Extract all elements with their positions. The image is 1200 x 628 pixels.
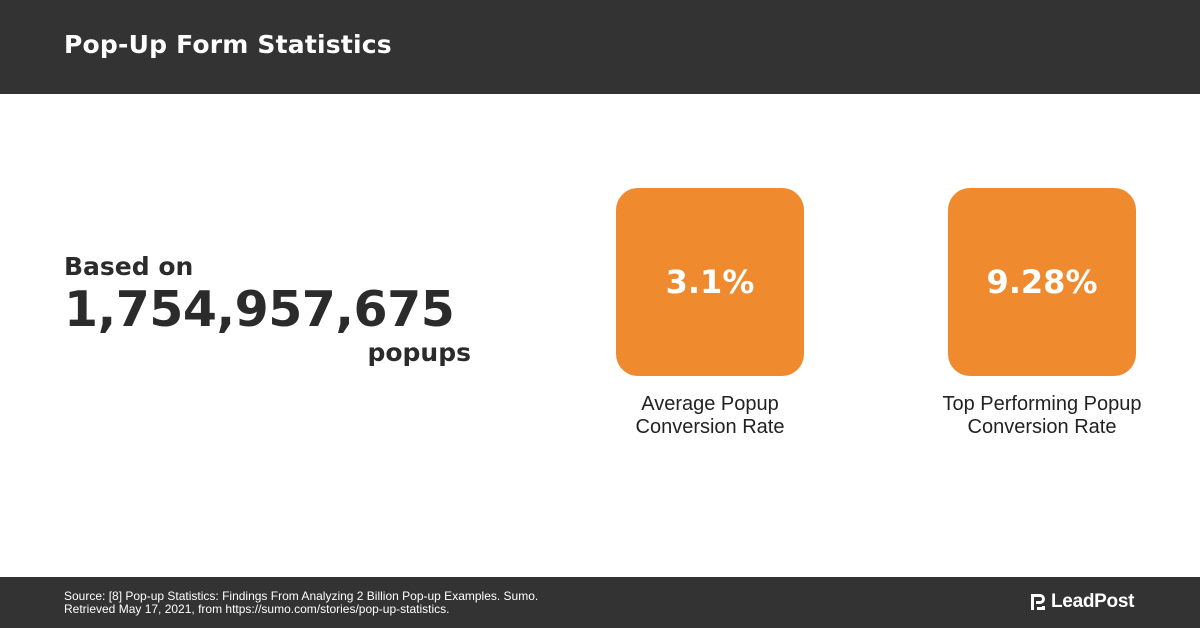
popup-count-suffix: popups bbox=[367, 338, 471, 367]
brand-name: LeadPost bbox=[1051, 591, 1135, 612]
source-citation: Source: [8] Pop-up Statistics: Findings … bbox=[64, 590, 684, 616]
top-conversion-label-line2: Conversion Rate bbox=[967, 416, 1117, 438]
header-bar: Pop-Up Form Statistics bbox=[0, 0, 1200, 94]
page-title: Pop-Up Form Statistics bbox=[64, 30, 392, 59]
average-conversion-label-line1: Average Popup bbox=[641, 393, 779, 415]
top-conversion-value: 9.28% bbox=[986, 263, 1098, 301]
popup-count-block: Based on 1,754,957,675 popups bbox=[64, 252, 474, 368]
leadpost-logo-icon bbox=[1031, 594, 1045, 610]
source-citation-line1: Source: [8] Pop-up Statistics: Findings … bbox=[64, 589, 539, 603]
average-conversion-label-line2: Conversion Rate bbox=[635, 416, 785, 438]
footer-bar: Source: [8] Pop-up Statistics: Findings … bbox=[0, 577, 1200, 628]
average-conversion-card: 3.1% bbox=[616, 188, 804, 376]
popup-count-number: 1,754,957,675 bbox=[64, 281, 455, 338]
top-conversion-label-line1: Top Performing Popup bbox=[942, 393, 1142, 415]
brand: LeadPost bbox=[1029, 591, 1134, 613]
average-conversion-label: Average Popup Conversion Rate bbox=[580, 393, 840, 439]
top-conversion-card: 9.28% bbox=[948, 188, 1136, 376]
popup-count-prefix: Based on bbox=[64, 252, 194, 281]
average-conversion-value: 3.1% bbox=[665, 263, 755, 301]
source-citation-line2: Retrieved May 17, 2021, from https://sum… bbox=[64, 602, 450, 616]
top-conversion-label: Top Performing Popup Conversion Rate bbox=[912, 393, 1172, 439]
